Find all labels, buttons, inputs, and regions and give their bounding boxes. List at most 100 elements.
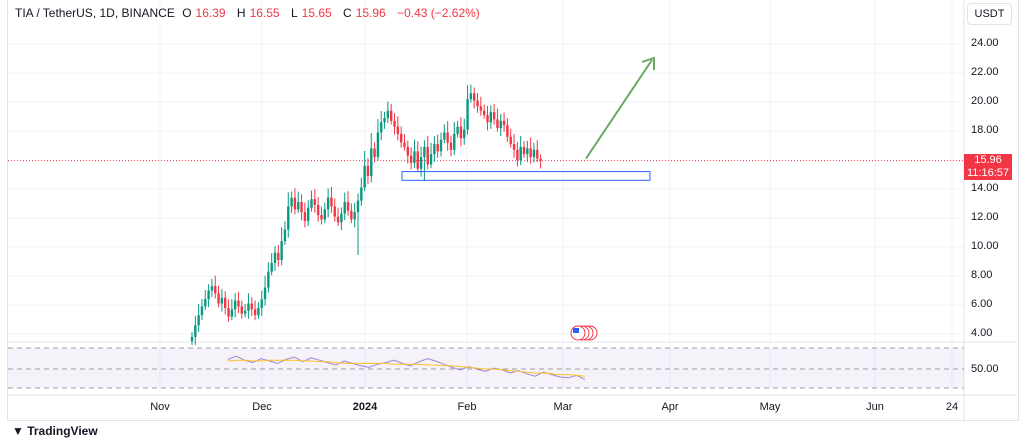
bar-countdown: 11:16:57 <box>966 167 1009 179</box>
candle <box>506 125 509 137</box>
candle <box>233 300 237 310</box>
price-tick: 14.00 <box>971 182 999 194</box>
candle <box>492 112 496 120</box>
candle <box>413 151 416 163</box>
candle <box>350 210 353 220</box>
price-tick: 4.00 <box>971 327 993 339</box>
time-tick: Nov <box>150 401 170 413</box>
candle <box>459 126 463 139</box>
candle <box>240 306 243 314</box>
candle <box>250 303 253 310</box>
last-price-label: 15.96 11:16:57 <box>964 154 1012 180</box>
candle <box>220 297 224 304</box>
candle <box>383 117 386 123</box>
candle <box>356 200 360 213</box>
candle <box>433 144 436 155</box>
time-tick: Mar <box>553 401 573 413</box>
candle <box>270 262 273 272</box>
candle <box>522 146 526 155</box>
candle <box>297 202 300 210</box>
candle <box>466 99 469 130</box>
candle <box>463 129 466 139</box>
open-value: 16.39 <box>195 6 226 20</box>
candle <box>340 213 343 223</box>
time-tick: Jun <box>866 401 884 413</box>
candle <box>214 286 217 294</box>
candle <box>393 120 396 127</box>
candle <box>326 197 330 210</box>
rsi-axis-tick: 50.00 <box>971 363 999 375</box>
close-value: 15.96 <box>355 6 386 20</box>
candle <box>343 202 346 214</box>
time-tick: 24 <box>945 401 959 413</box>
price-tick: 22.00 <box>971 66 999 78</box>
candle <box>310 199 313 208</box>
candle <box>363 165 366 188</box>
candle <box>204 299 207 307</box>
high-label: H <box>236 6 246 20</box>
tradingview-logo[interactable]: ▼ TradingView <box>12 424 98 438</box>
candle <box>227 307 230 317</box>
change-value: −0.43 (−2.62%) <box>397 6 480 20</box>
candle <box>293 197 297 210</box>
candle <box>237 300 240 307</box>
candle <box>280 241 283 261</box>
price-tick: 20.00 <box>971 95 999 107</box>
price-tick: 6.00 <box>971 298 993 310</box>
low-value: 15.65 <box>301 6 332 20</box>
candle <box>303 212 307 221</box>
price-tick: 24.00 <box>971 37 999 49</box>
candle <box>273 252 277 263</box>
candle <box>263 287 267 300</box>
candle <box>320 215 323 220</box>
candle <box>253 309 257 316</box>
symbol-label[interactable]: TIA / TetherUS, 1D, BINANCE <box>15 6 175 20</box>
candle <box>366 165 370 176</box>
price-tick: 12.00 <box>971 211 999 223</box>
candle <box>300 202 303 213</box>
low-label: L <box>290 6 298 20</box>
currency-unit-button[interactable]: USDT <box>967 3 1012 25</box>
candle <box>287 206 290 230</box>
candle <box>290 197 293 207</box>
candle <box>260 299 263 308</box>
rsi-band <box>8 348 964 388</box>
candle <box>516 149 519 160</box>
candle <box>539 158 542 161</box>
candle <box>423 146 426 158</box>
time-tick: Dec <box>252 401 272 413</box>
candle <box>439 139 443 152</box>
time-tick: May <box>759 401 781 413</box>
us-flag-icon <box>573 328 579 333</box>
candle <box>436 144 439 152</box>
candle <box>403 142 406 147</box>
candle <box>267 271 270 288</box>
candle <box>277 252 280 261</box>
candle <box>476 100 479 107</box>
projection-arrow <box>585 59 653 160</box>
candle <box>416 151 419 169</box>
candle <box>453 133 456 150</box>
candle <box>197 315 200 326</box>
candle <box>316 204 320 216</box>
candle <box>446 132 449 143</box>
candle <box>482 110 486 116</box>
close-label: C <box>343 6 352 20</box>
candle <box>409 155 413 163</box>
candle <box>529 148 532 158</box>
candle <box>373 148 376 158</box>
candle <box>479 106 483 111</box>
arrow-head-icon <box>641 56 655 70</box>
candle <box>486 115 489 123</box>
support-zone-box <box>401 171 651 181</box>
candle <box>224 297 227 308</box>
candle <box>333 206 336 217</box>
candle <box>217 293 220 304</box>
price-tick: 18.00 <box>971 124 999 136</box>
candle <box>502 120 506 126</box>
candle <box>243 310 247 314</box>
brand-text: TradingView <box>27 424 98 438</box>
open-label: O <box>182 6 192 20</box>
candle <box>307 207 310 221</box>
